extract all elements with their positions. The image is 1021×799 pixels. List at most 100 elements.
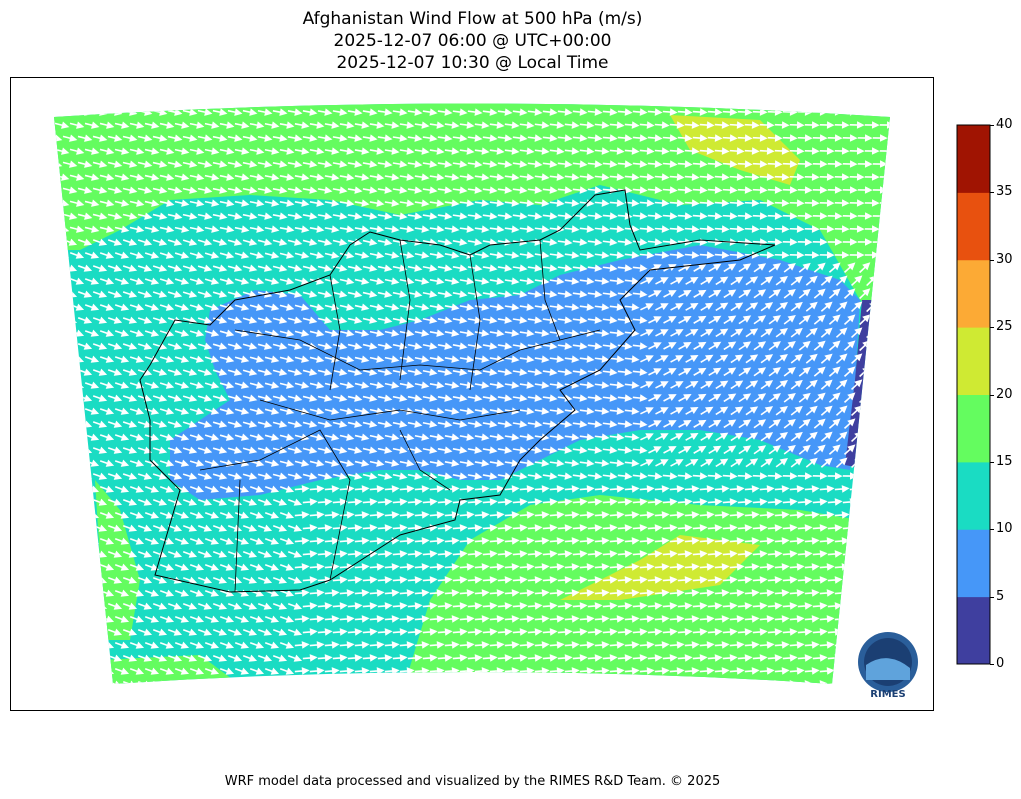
- wind-arrow: [542, 160, 558, 168]
- wind-arrow: [647, 186, 663, 194]
- wind-arrow: [212, 654, 228, 662]
- wind-arrow: [827, 238, 843, 246]
- wind-arrow: [512, 368, 528, 376]
- wind-arrow: [557, 108, 573, 116]
- footer-credit: WRF model data processed and visualized …: [224, 774, 721, 789]
- wind-arrow: [189, 589, 205, 597]
- wind-arrow: [69, 641, 85, 649]
- wind-arrow: [54, 368, 63, 376]
- wind-arrow: [429, 511, 445, 519]
- wind-arrow: [429, 121, 445, 129]
- wind-arrow: [654, 563, 670, 571]
- wind-arrow: [152, 368, 168, 376]
- wind-arrow: [54, 186, 63, 194]
- wind-arrow: [422, 160, 438, 168]
- wind-arrow: [842, 160, 858, 168]
- wind-arrow: [820, 275, 833, 286]
- wind-arrow: [369, 459, 385, 467]
- wind-arrow: [152, 498, 168, 506]
- wind-arrow: [639, 667, 655, 675]
- wind-arrow: [257, 498, 273, 506]
- wind-arrow: [459, 563, 475, 571]
- wind-arrow: [594, 251, 610, 259]
- wind-arrow: [429, 537, 445, 545]
- wind-arrow: [144, 667, 160, 675]
- wind-arrow: [234, 251, 250, 259]
- wind-arrow: [62, 134, 78, 142]
- wind-arrow: [602, 290, 618, 298]
- wind-arrow: [797, 160, 813, 168]
- wind-arrow: [332, 160, 348, 168]
- wind-arrow: [234, 329, 250, 337]
- wind-arrow: [137, 654, 153, 662]
- wind-arrow: [519, 355, 535, 363]
- wind-arrow: [257, 238, 273, 246]
- wind-arrow: [729, 199, 745, 207]
- wind-arrow: [729, 225, 745, 233]
- wind-arrow: [122, 394, 138, 402]
- wind-arrow: [692, 654, 708, 662]
- wind-arrow: [804, 199, 820, 207]
- wind-arrow: [242, 316, 258, 324]
- wind-arrow: [159, 537, 175, 545]
- wind-arrow: [302, 446, 318, 454]
- wind-arrow: [639, 225, 655, 233]
- wind-arrow: [54, 550, 63, 558]
- wind-arrow: [272, 316, 288, 324]
- wind-arrow: [692, 212, 708, 220]
- wind-arrow: [384, 355, 400, 363]
- wind-arrow: [392, 680, 408, 684]
- wind-arrow: [738, 341, 752, 351]
- wind-arrow: [279, 251, 295, 259]
- wind-arrow: [54, 381, 70, 389]
- wind-arrow: [92, 134, 108, 142]
- wind-arrow: [347, 628, 363, 636]
- wind-arrow: [707, 654, 723, 662]
- wind-arrow: [347, 524, 363, 532]
- wind-arrow: [670, 381, 684, 389]
- wind-arrow: [287, 680, 303, 684]
- wind-arrow: [834, 667, 850, 675]
- wind-arrow: [474, 459, 490, 467]
- wind-arrow: [722, 186, 738, 194]
- wind-arrow: [715, 432, 729, 442]
- wind-arrow: [775, 458, 788, 468]
- wind-arrow: [182, 498, 198, 506]
- wind-arrow: [820, 379, 833, 390]
- wind-arrow: [663, 316, 677, 324]
- wind-arrow: [663, 420, 677, 428]
- wind-arrow: [797, 212, 813, 220]
- wind-arrow: [768, 289, 781, 299]
- wind-arrow: [482, 576, 498, 584]
- wind-arrow: [557, 628, 573, 636]
- wind-arrow: [851, 301, 863, 313]
- wind-arrow: [54, 680, 63, 684]
- wind-arrow: [881, 379, 890, 391]
- wind-arrow: [857, 186, 873, 194]
- wind-arrow: [774, 173, 790, 181]
- wind-arrow: [617, 446, 633, 454]
- wind-arrow: [414, 511, 430, 519]
- wind-arrow: [257, 654, 273, 662]
- wind-arrow: [369, 537, 385, 545]
- wind-arrow: [609, 641, 625, 649]
- wind-arrow: [497, 394, 513, 402]
- wind-arrow: [549, 511, 565, 519]
- wind-arrow: [504, 225, 520, 233]
- wind-arrow: [594, 355, 610, 363]
- wind-arrow: [227, 342, 243, 350]
- wind-arrow: [887, 212, 890, 220]
- wind-arrow: [294, 589, 310, 597]
- wind-arrow: [692, 160, 708, 168]
- wind-arrow: [69, 173, 85, 181]
- wind-arrow: [459, 225, 475, 233]
- wind-arrow: [602, 550, 618, 558]
- wind-arrow: [579, 225, 595, 233]
- wind-arrow: [287, 524, 303, 532]
- wind-arrow: [564, 121, 580, 129]
- wind-arrow: [279, 615, 295, 623]
- wind-arrow: [828, 392, 841, 403]
- wind-arrow: [384, 199, 400, 207]
- wind-arrow: [302, 550, 318, 558]
- wind-arrow: [519, 459, 535, 467]
